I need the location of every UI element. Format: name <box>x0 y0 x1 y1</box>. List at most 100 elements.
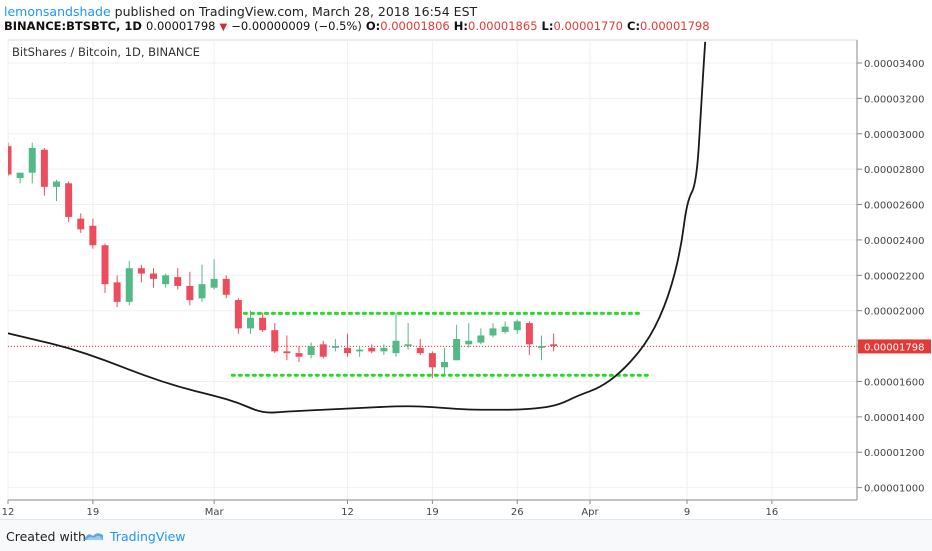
symbol-label: BINANCE:BTSBTC, 1D <box>4 19 142 33</box>
open-value: 0.00001806 <box>380 19 450 33</box>
last-price-badge: 0.00001798 <box>858 339 931 354</box>
up-candle-body <box>162 275 170 285</box>
down-candle-body <box>283 351 291 354</box>
up-candle-body <box>16 172 24 178</box>
candle <box>186 271 194 306</box>
up-candle-body <box>125 268 133 302</box>
y-tick-label: 0.00003400 <box>864 59 924 70</box>
x-tick-label: 19 <box>87 507 100 518</box>
tradingview-logo-icon[interactable] <box>82 528 106 548</box>
up-candle-body <box>489 328 497 336</box>
y-tick-label: 0.00002400 <box>864 236 924 247</box>
chart-title: BitShares / Bitcoin, 1D, BINANCE <box>12 45 200 59</box>
down-candle-body <box>77 218 85 230</box>
down-candle-body <box>222 278 230 295</box>
down-candle-body <box>101 245 109 285</box>
chart-header: lemonsandshade published on TradingView.… <box>0 0 932 40</box>
down-candle-body <box>137 268 145 274</box>
up-candle-body <box>404 344 412 347</box>
down-candle-body <box>89 225 97 246</box>
down-candle-body <box>525 323 533 345</box>
candle <box>247 310 254 334</box>
up-candle-body <box>501 326 509 332</box>
candle <box>525 321 533 355</box>
y-tick-label: 0.00002600 <box>864 201 924 212</box>
curve-line <box>8 41 707 414</box>
candle <box>8 142 12 177</box>
x-tick-label: 12 <box>341 507 354 518</box>
candle <box>174 268 182 290</box>
down-candle-body <box>368 347 376 352</box>
down-candle-body <box>65 183 73 217</box>
candle <box>392 312 400 357</box>
down-candle-body <box>186 285 194 301</box>
candle <box>53 179 60 201</box>
candle <box>259 312 267 332</box>
price-axis[interactable]: 0.00003400 0.00003200 0.00003000 0.00002800… <box>2 40 931 518</box>
up-candle-body <box>465 340 473 345</box>
down-candle-body <box>234 300 242 329</box>
down-candle-body <box>150 273 157 279</box>
x-tick-label: 9 <box>684 507 690 518</box>
down-candle-body <box>550 344 558 347</box>
up-candle-body <box>441 362 448 368</box>
tradingview-link[interactable]: TradingView <box>110 529 186 544</box>
author-link[interactable]: lemonsandshade <box>4 4 111 19</box>
up-candle-body <box>453 339 461 361</box>
candle <box>513 319 521 334</box>
y-tick-label: 0.00002800 <box>864 165 924 176</box>
down-candle-body <box>8 146 12 175</box>
created-with-label: Created with <box>6 529 86 544</box>
open-label: O: <box>365 19 381 33</box>
candle <box>101 243 109 293</box>
candle <box>380 344 388 355</box>
candle <box>150 268 157 288</box>
y-tick-label: 0.00002200 <box>864 271 924 282</box>
candle <box>234 298 242 334</box>
low-label: L: <box>541 19 554 33</box>
down-candle-body <box>319 344 327 357</box>
candle <box>416 339 424 355</box>
candle <box>368 344 376 354</box>
high-value: 0.00001865 <box>468 19 538 33</box>
last-value: 0.00001798 <box>145 19 216 33</box>
x-tick-label: 26 <box>511 507 524 518</box>
last-price-badge-bg <box>858 339 931 354</box>
down-candle-body <box>344 347 351 354</box>
price-chart[interactable]: 0.00003400 0.00003200 0.00003000 0.00002800… <box>0 0 932 519</box>
down-candle-body <box>174 277 182 286</box>
up-candle-body <box>380 347 388 352</box>
close-label: C: <box>627 19 641 33</box>
candle <box>295 346 303 362</box>
candle <box>125 261 133 306</box>
candle <box>283 335 291 361</box>
y-tick-label: 0.00003200 <box>864 94 924 105</box>
candle <box>404 323 412 350</box>
candle <box>40 147 48 196</box>
x-tick-label: 19 <box>426 507 439 518</box>
publish-line: lemonsandshade published on TradingView.… <box>4 4 477 19</box>
close-value: 0.00001798 <box>640 19 710 33</box>
y-tick-label: 0.00003000 <box>864 130 924 141</box>
last-price-label: 0.00001798 <box>864 342 924 353</box>
x-tick-label: Apr <box>581 507 599 518</box>
up-candle-body <box>53 181 60 187</box>
down-candle-body <box>259 317 267 331</box>
down-candle-body <box>428 353 436 368</box>
candle <box>331 339 339 352</box>
candle <box>550 333 558 352</box>
down-triangle-icon: ▼ <box>219 22 228 33</box>
down-candle-body <box>113 282 121 302</box>
up-candle-body <box>307 346 315 355</box>
candle <box>428 351 436 378</box>
down-candle-body <box>271 330 279 352</box>
candle <box>77 213 85 233</box>
up-candle-body <box>198 284 206 299</box>
candle <box>477 328 485 345</box>
candle <box>28 142 36 184</box>
down-candle-body <box>295 353 303 357</box>
published-text: published on TradingView.com, March 28, … <box>114 4 478 19</box>
footer: Created with TradingView <box>0 519 932 551</box>
candle <box>465 323 473 348</box>
candle <box>489 323 497 338</box>
